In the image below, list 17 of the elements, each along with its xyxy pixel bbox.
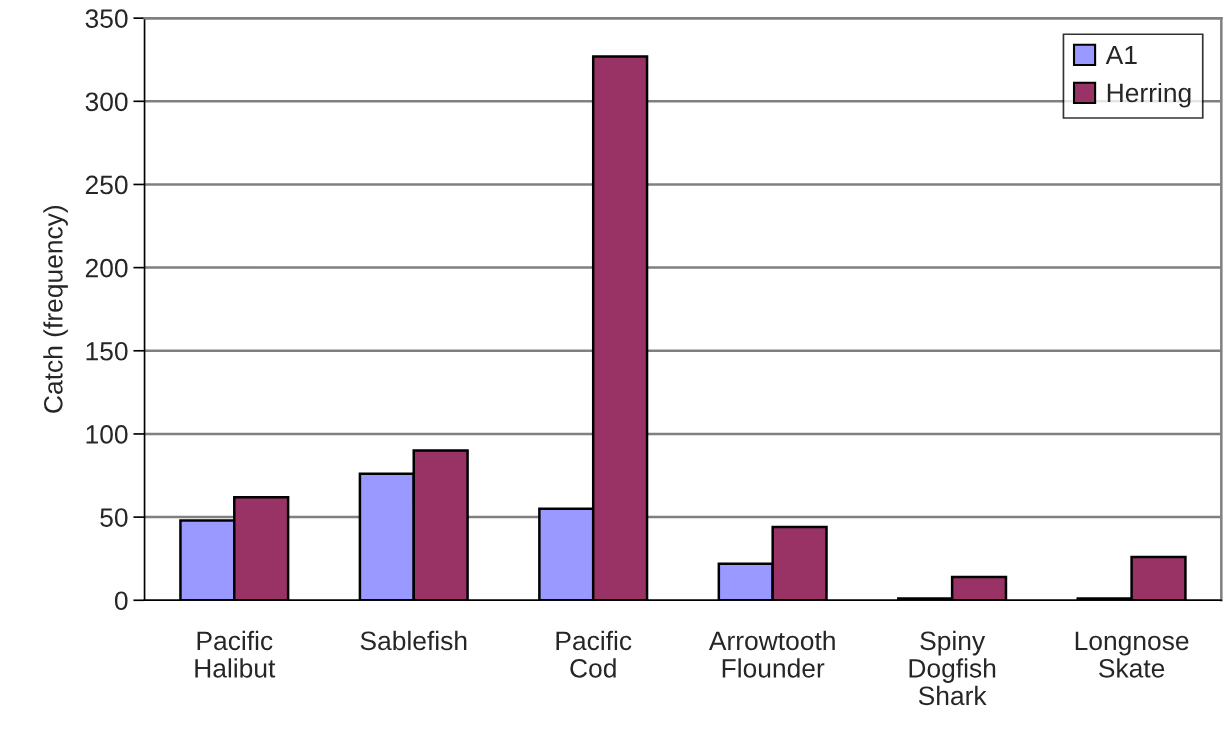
- y-tick-label: 300: [85, 92, 128, 112]
- y-tick-label: 350: [85, 9, 128, 28]
- y-tick-label: 200: [85, 258, 128, 278]
- y-tick-label: 0: [114, 591, 128, 611]
- x-tick-label: Arrowtooth Flounder: [708, 630, 835, 678]
- x-tick-label: Sablefish: [360, 630, 467, 651]
- y-tick-label: 250: [85, 175, 128, 195]
- y-axis-title: Catch (frequency): [43, 205, 68, 413]
- y-tick-label: 150: [86, 341, 128, 361]
- x-tick-label: Pacific Halibut: [195, 630, 276, 678]
- y-tick-label: 100: [86, 425, 128, 444]
- y-tick-label: 50: [100, 508, 128, 527]
- x-tick-label: Spiny Dogfish Shark: [909, 630, 996, 706]
- x-tick-label: Pacific Cod: [556, 630, 632, 678]
- x-tick-label: Longnose Skate: [1075, 631, 1189, 678]
- legend-label: Herring: [1107, 82, 1191, 108]
- legend-label: A1: [1105, 45, 1137, 65]
